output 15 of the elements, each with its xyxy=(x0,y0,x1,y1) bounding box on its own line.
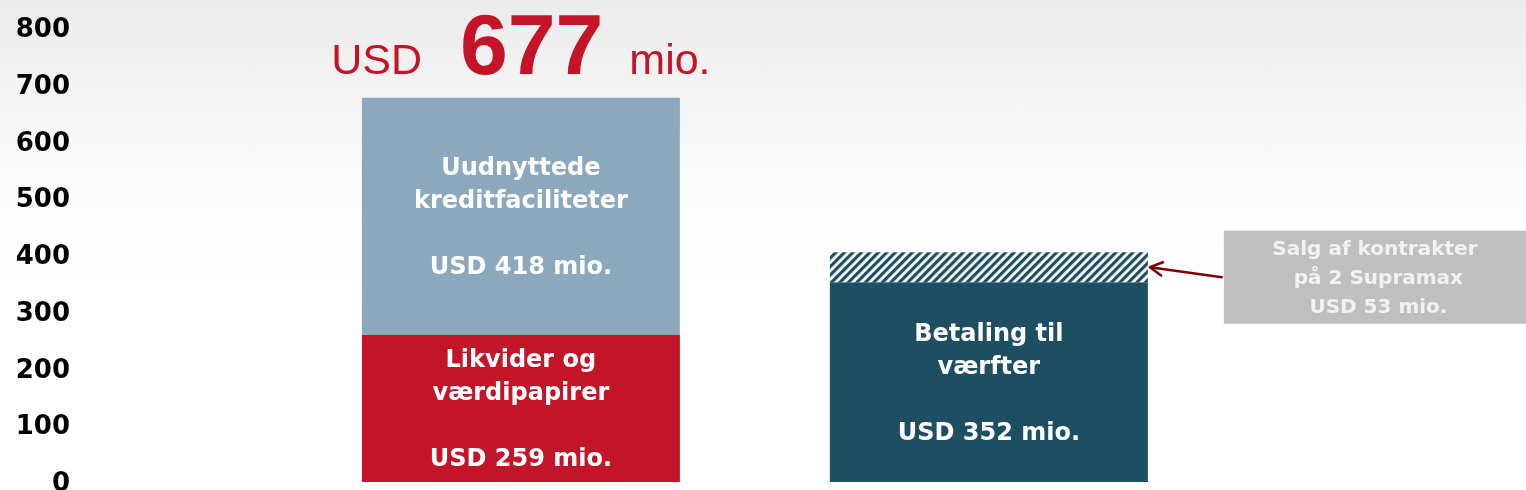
y-tick-label: 300 xyxy=(15,296,70,327)
series-label: Betaling til værfter xyxy=(914,318,1064,380)
y-tick-label: 800 xyxy=(15,13,70,43)
series-label: Likvider og værdipapirer xyxy=(432,345,610,407)
total-label: USD 677 mio. xyxy=(331,0,711,92)
data-label: USD 418 mio. xyxy=(429,251,613,280)
y-tick-label: 100 xyxy=(15,410,70,441)
data-label: USD 352 mio. xyxy=(897,417,1081,446)
y-tick-label: 500 xyxy=(15,183,70,214)
data-label: USD 259 mio. xyxy=(429,444,613,473)
y-tick-label: 200 xyxy=(15,353,70,384)
y-tick-label: 400 xyxy=(15,240,70,270)
y-tick-label: 600 xyxy=(15,126,70,157)
y-tick-label: 700 xyxy=(15,69,70,100)
series-label: Uudnyttede kreditfaciliteter xyxy=(413,152,628,214)
